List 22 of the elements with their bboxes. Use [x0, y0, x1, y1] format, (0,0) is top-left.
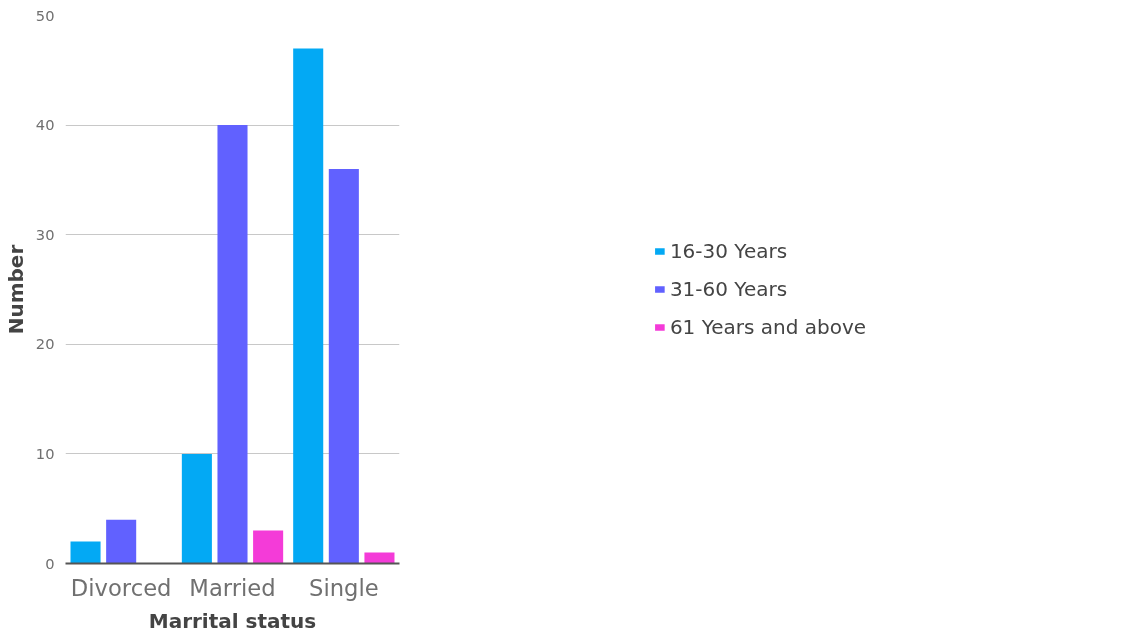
y-tick-label: 50: [35, 6, 55, 24]
bar: [328, 168, 359, 564]
y-axis-title: Number: [3, 244, 28, 335]
y-tick-label: 30: [35, 225, 55, 243]
x-axis-title: Marrital status: [148, 608, 317, 633]
y-tick-label: 0: [45, 554, 55, 572]
x-tick-label: Divorced: [70, 574, 172, 601]
bar: [70, 541, 101, 564]
y-tick-label: 20: [35, 335, 55, 353]
x-tick-label: Single: [309, 574, 379, 601]
legend-label: 31-60 Years: [669, 277, 788, 301]
bar: [106, 519, 137, 564]
bar: [217, 125, 248, 564]
bar: [364, 552, 395, 564]
legend-label: 61 Years and above: [669, 315, 867, 339]
y-tick-label: 40: [35, 116, 55, 134]
bar: [253, 530, 284, 564]
legend-label: 16-30 Years: [669, 239, 788, 263]
x-tick-label: Married: [189, 574, 276, 601]
y-tick-label: 10: [35, 444, 55, 462]
bar: [293, 48, 324, 564]
bar: [181, 453, 212, 564]
